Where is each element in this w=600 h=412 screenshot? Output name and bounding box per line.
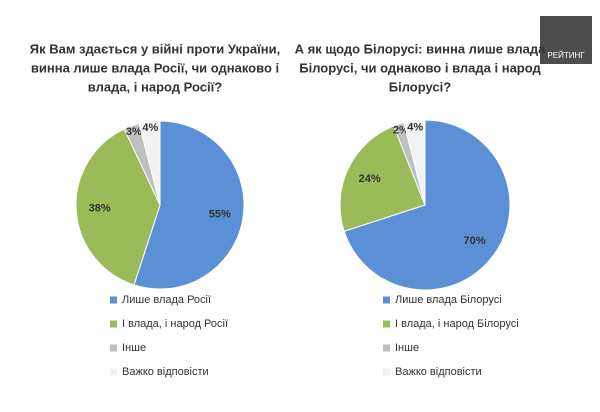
chart-title: влада, і народ Росії? [88,79,223,94]
pie-slice [75,128,161,286]
legend-label: Важко відповісти [122,366,209,378]
chart-title: Як Вам здається у війні проти України, [30,41,281,56]
legend-marker [383,320,390,328]
chart-title: Білорусі? [389,79,452,94]
legend-marker [110,320,117,328]
data-label: 4% [407,121,423,133]
logo-box [540,16,592,64]
pie-slice [138,120,161,206]
legend-label: І влада, і народ Білорусі [395,318,519,330]
pie-slice [343,119,511,291]
chart-title: винна лише влада Росії, чи однаково і [31,60,279,75]
legend-label: І влада, і народ Росії [122,318,228,330]
pie-slice [403,119,426,206]
legend-marker [383,296,390,304]
data-label: 55% [209,208,231,220]
legend-marker [383,368,390,376]
logo: РЕЙТИНГ [547,51,585,60]
legend-label: Важко відповісти [395,366,482,378]
legend-label: Інше [122,342,146,354]
chart-title: А як щодо Білорусі: винна лише влада [295,41,547,56]
legend-marker [110,296,117,304]
chart-title: Білорусі, чи однаково і влада і народ [299,60,541,75]
legend-marker [383,344,390,352]
data-label: 3% [126,126,142,138]
data-label: 4% [142,122,158,134]
legend-label: Інше [395,342,419,354]
legend-marker [110,344,117,352]
legend-label: Лише влада Росії [122,294,211,306]
data-label: 38% [89,203,111,215]
data-label: 70% [463,235,485,247]
data-label: 24% [359,173,381,185]
pie-slice [133,120,245,290]
legend-label: Лише влада Білорусі [395,294,502,306]
legend-marker [110,368,117,376]
